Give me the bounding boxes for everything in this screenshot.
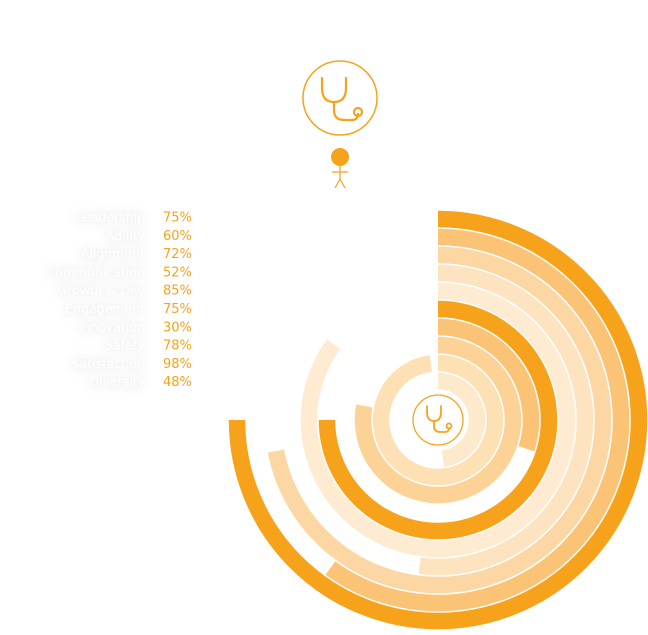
value-label: 60%	[163, 229, 192, 244]
ring-bar	[228, 210, 648, 630]
value-label: 78%	[163, 339, 192, 354]
value-label: 98%	[163, 357, 192, 372]
category-label: Satisfaction	[72, 356, 145, 371]
value-label: 48%	[163, 375, 192, 390]
category-label: Alignment	[81, 246, 145, 261]
category-label: Safety	[105, 338, 146, 353]
ring-bar	[325, 228, 630, 612]
value-label: 75%	[163, 302, 192, 317]
top-icon	[302, 60, 378, 136]
ring-bar	[354, 336, 522, 504]
value-label: 52%	[163, 265, 192, 280]
value-label: 75%	[163, 211, 192, 226]
legend: Leadership 75% Agility 60% Alignment 72% Commu…	[46, 210, 191, 391]
ring-bar	[437, 372, 486, 467]
ring-bar	[267, 246, 612, 594]
ring-bar	[318, 300, 558, 540]
ring-bar	[372, 354, 504, 486]
category-label: Diversity	[89, 374, 145, 389]
value-label: 30%	[163, 320, 192, 335]
category-label: Agility	[106, 228, 146, 243]
category-label: Engagement	[65, 301, 145, 316]
rings	[228, 210, 648, 630]
ring-bar	[300, 282, 576, 558]
center-icon	[412, 394, 464, 446]
category-label: Communication	[46, 264, 145, 279]
value-label: 72%	[163, 247, 192, 262]
value-label: 85%	[163, 284, 192, 299]
ring-bar	[418, 264, 594, 576]
ring-bar	[437, 318, 540, 452]
category-label: Innovation	[79, 319, 145, 334]
person-icon	[331, 148, 349, 189]
category-label: Leadership	[76, 210, 145, 225]
category-label: Growth & Dev	[57, 283, 145, 298]
